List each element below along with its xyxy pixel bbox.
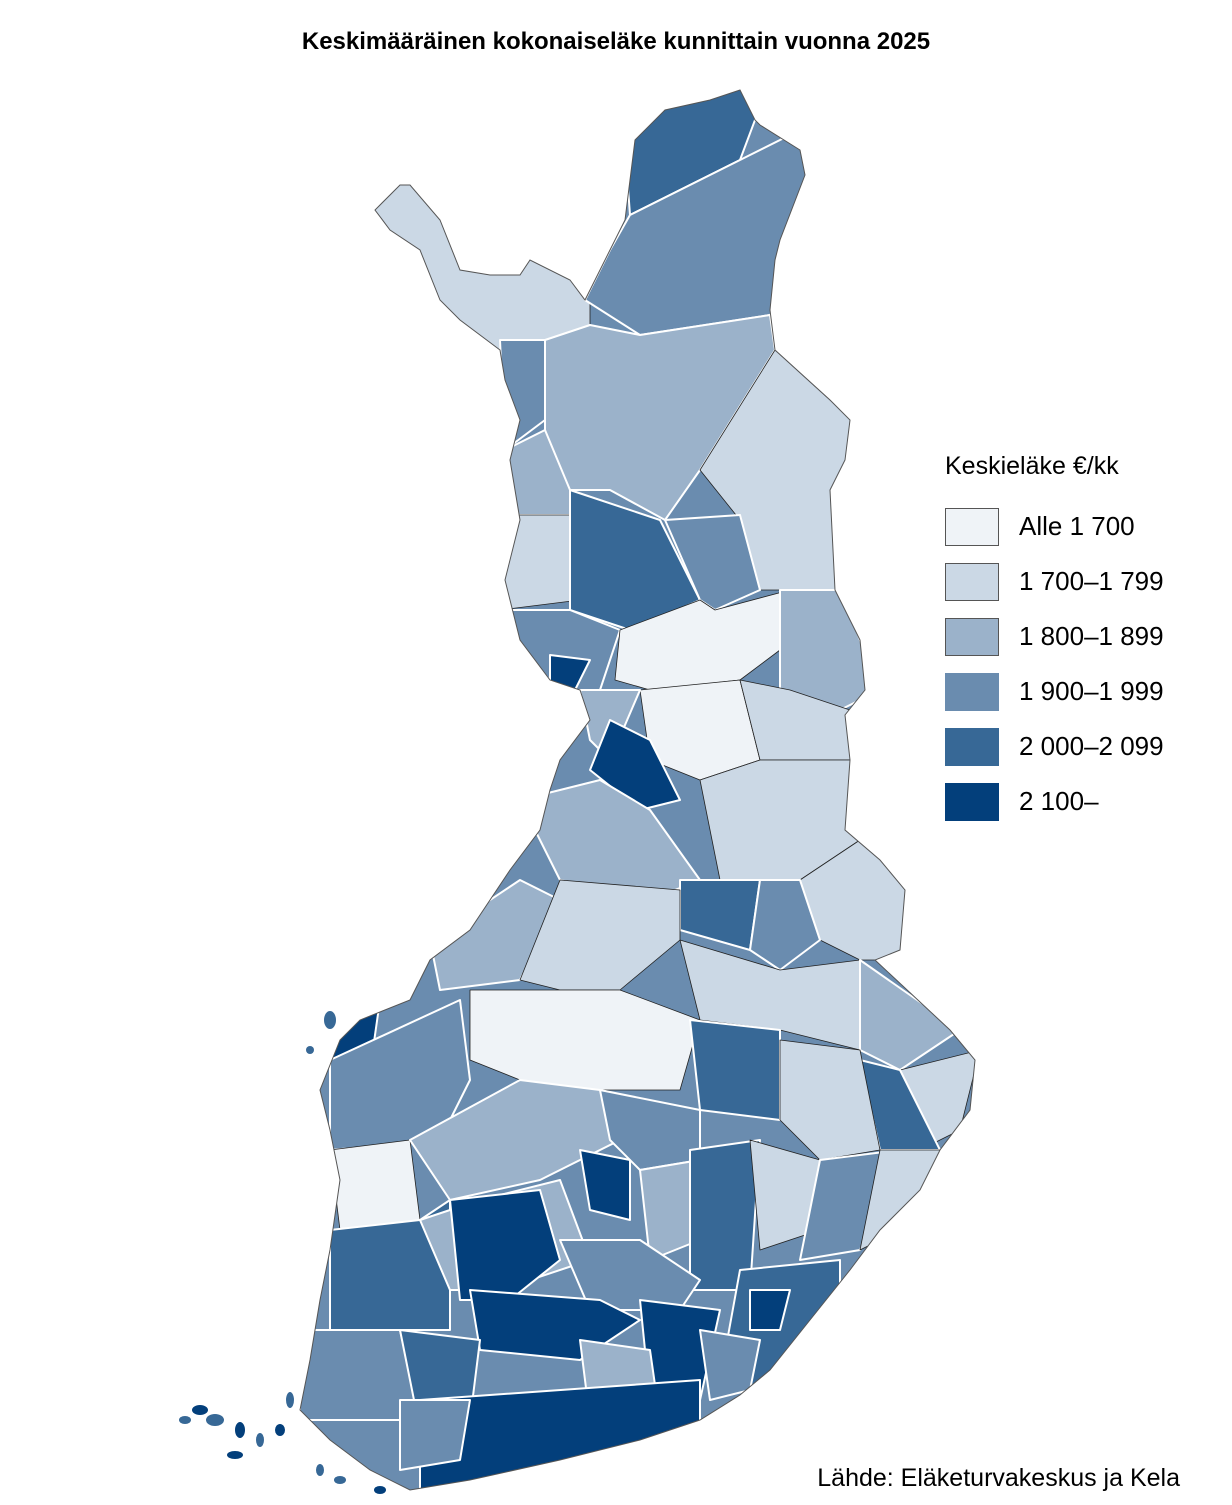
legend-item: 2 000–2 099 — [945, 719, 1164, 774]
municipality-region — [699, 1329, 761, 1401]
legend-swatch — [945, 727, 999, 766]
island-region — [235, 1422, 245, 1438]
legend-item: 2 100– — [945, 774, 1164, 829]
legend-label: 2 100– — [1019, 786, 1099, 816]
municipality-region — [499, 514, 581, 611]
legend-swatch — [945, 672, 999, 711]
island-region — [256, 1433, 264, 1447]
municipality-region — [579, 1149, 631, 1221]
island-region — [324, 1011, 336, 1029]
legend-swatch — [945, 782, 999, 821]
island-region — [334, 1476, 346, 1484]
municipality-region — [399, 1399, 471, 1471]
island-region — [192, 1405, 208, 1415]
legend-item: 1 900–1 999 — [945, 664, 1164, 719]
legend-label: 1 700–1 799 — [1019, 566, 1164, 596]
island-region — [306, 1046, 314, 1054]
legend-swatch — [945, 617, 999, 656]
legend-item: 1 700–1 799 — [945, 554, 1164, 609]
municipality-region — [689, 1139, 761, 1291]
municipality-region — [749, 1289, 791, 1331]
legend-label: 1 800–1 899 — [1019, 621, 1164, 651]
legend-label: Alle 1 700 — [1019, 511, 1135, 541]
legend-item: Alle 1 700 — [945, 499, 1164, 554]
municipality-region — [329, 1139, 421, 1231]
island-region — [286, 1392, 294, 1408]
municipality-region — [664, 514, 761, 611]
legend-label: 2 000–2 099 — [1019, 731, 1164, 761]
country-outline — [299, 89, 976, 1491]
legend: Keskieläke €/kk Alle 1 700 1 700–1 799 1… — [945, 452, 1164, 829]
legend-swatch — [945, 562, 999, 601]
source-note: Lähde: Eläketurvakeskus ja Kela — [817, 1464, 1180, 1492]
municipality-region — [689, 1019, 781, 1121]
island-region — [374, 1486, 386, 1494]
municipality-region — [449, 1189, 561, 1301]
island-region — [275, 1424, 285, 1436]
legend-title: Keskieläke €/kk — [945, 452, 1119, 480]
island-region — [179, 1416, 191, 1424]
municipality-region — [749, 879, 821, 971]
legend-item: 1 800–1 899 — [945, 609, 1164, 664]
island-region — [227, 1451, 243, 1459]
legend-swatch — [945, 507, 999, 546]
municipality-region — [469, 989, 701, 1091]
municipality-region — [779, 589, 881, 721]
legend-label: 1 900–1 999 — [1019, 676, 1164, 706]
municipality-region — [779, 1039, 881, 1161]
island-region — [206, 1414, 224, 1426]
island-region — [316, 1464, 324, 1476]
map-title: Keskimääräinen kokonaiseläke kunnittain … — [301, 28, 931, 55]
municipality-region — [300, 149, 591, 356]
